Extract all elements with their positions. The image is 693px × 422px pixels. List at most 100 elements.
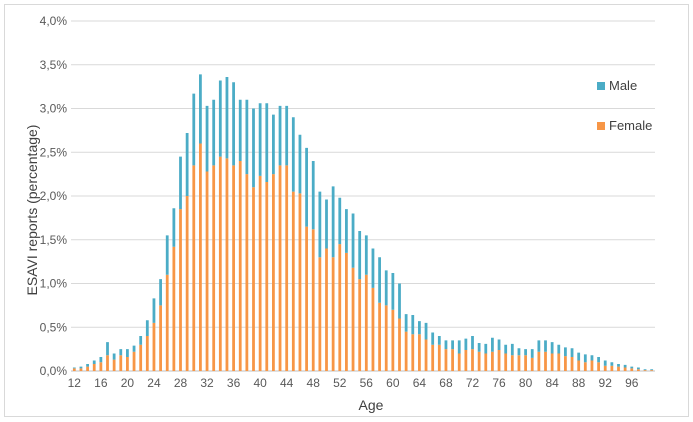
bar-male (590, 355, 594, 361)
bar-female (570, 357, 574, 371)
bar-male (139, 336, 143, 345)
bar-male (398, 283, 401, 319)
bar-male (278, 105, 282, 166)
bar-female (179, 209, 182, 371)
bar-female (331, 257, 335, 371)
x-tick-label: 32 (200, 376, 214, 390)
bar-male (378, 257, 381, 303)
legend-swatch-male (597, 82, 605, 90)
bar-female (285, 165, 289, 371)
bar-female (484, 353, 488, 371)
bar-male (418, 321, 421, 335)
bar-female (218, 156, 222, 371)
x-tick-label: 16 (94, 376, 108, 390)
bar-male (119, 349, 123, 356)
x-tick-label: 72 (466, 376, 480, 390)
bar-male (291, 117, 295, 192)
bar-female (72, 368, 76, 371)
bar-male (524, 349, 527, 356)
bar-female (252, 187, 255, 371)
bar-male (252, 108, 255, 188)
x-tick-label: 88 (572, 376, 586, 390)
bar-male (597, 357, 600, 363)
y-tick-label: 2,5% (40, 145, 68, 159)
legend-label-female: Female (609, 118, 652, 133)
legend-swatch-female (597, 122, 605, 130)
bar-female (398, 318, 401, 371)
y-tick-label: 3,0% (40, 102, 68, 116)
bar-female (418, 334, 421, 371)
bar-female (583, 362, 587, 371)
bar-male (570, 348, 574, 357)
x-tick-label: 40 (253, 376, 267, 390)
bar-female (524, 355, 527, 371)
bar-male (185, 133, 189, 196)
bar-male (544, 340, 547, 352)
y-tick-label: 0,0% (40, 364, 68, 378)
bar-female (557, 353, 561, 371)
bar-male (345, 209, 348, 253)
bar-male (132, 345, 136, 352)
bar-male (172, 208, 176, 247)
bar-female (305, 226, 308, 371)
bar-male (205, 105, 209, 172)
bar-female (165, 274, 169, 371)
bar-female (199, 143, 202, 371)
bar-male (637, 367, 640, 370)
y-tick-labels: 0,0% 0,5% 1,0% 1,5% 2,0% 2,5% 3,0% 3,5% 4,0% (40, 14, 68, 378)
x-tick-label: 92 (599, 376, 613, 390)
bar-male (404, 314, 408, 332)
bar-female (86, 366, 89, 371)
bar-female (345, 252, 348, 371)
x-tick-label: 60 (386, 376, 400, 390)
bar-female (192, 165, 196, 371)
bar-male (225, 77, 229, 159)
bar-male (199, 74, 202, 144)
bar-female (132, 351, 136, 371)
bar-male (126, 349, 129, 357)
bar-male (497, 339, 501, 350)
bar-male (106, 342, 109, 356)
bar-female (145, 336, 149, 371)
bar-female (530, 357, 534, 371)
bar-male (471, 336, 474, 350)
bar-female (451, 349, 454, 371)
bar-male (258, 103, 262, 176)
bar-female (265, 182, 269, 371)
bar-female (106, 355, 109, 371)
bar-male (437, 336, 441, 345)
bar-male (583, 354, 587, 363)
bar-male (159, 279, 162, 306)
bar-female (610, 365, 614, 371)
bar-female (603, 365, 607, 371)
bar-female (79, 368, 83, 371)
stacked-bar-chart: 0,0%0,5%1,0%1,5%2,0%2,5%3,0%3,5%4,0% 12 1… (24, 14, 655, 413)
bar-female (597, 362, 600, 371)
bar-female (411, 334, 415, 371)
bar-male (218, 80, 222, 157)
bar-female (99, 362, 103, 371)
bar-male (212, 99, 216, 166)
bar-female (172, 246, 176, 371)
bar-male (165, 235, 169, 275)
bar-male (179, 156, 182, 210)
bar-male (325, 199, 328, 249)
gridlines (71, 20, 655, 372)
bar-female (212, 165, 216, 371)
bar-male (305, 147, 308, 227)
x-tick-labels: 12 16 20 24 28 32 36 40 44 48 52 56 60 64 68 72 76 80 84 88… (68, 376, 639, 390)
x-tick-label: 20 (121, 376, 135, 390)
bar-female (298, 193, 302, 371)
bar-male (491, 337, 494, 352)
x-axis-title: Age (359, 397, 384, 413)
bar-female (497, 350, 501, 371)
bar-female (590, 360, 594, 371)
bar-female (384, 305, 388, 371)
bar-female (564, 356, 567, 371)
bar-male (92, 360, 96, 364)
bar-male (477, 343, 481, 352)
bar-female (424, 339, 428, 371)
bar-female (617, 366, 620, 371)
bar-male (285, 105, 289, 166)
bar-female (325, 248, 328, 371)
